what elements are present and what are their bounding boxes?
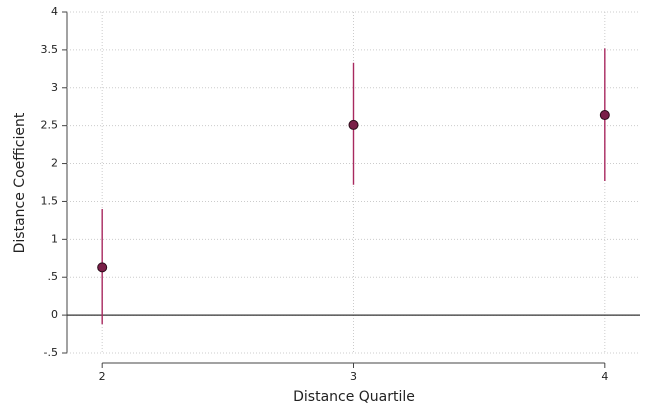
- point: [97, 262, 108, 273]
- x-axis-title: Distance Quartile: [293, 389, 415, 405]
- x-tick-label: 2: [99, 370, 106, 383]
- y-tick-label: 1.5: [41, 194, 59, 207]
- y-tick-label: 3.5: [41, 43, 59, 56]
- y-tick-label: .5: [48, 270, 59, 283]
- y-axis-title: Distance Coefficient: [12, 112, 28, 253]
- y-tick-label: 4: [51, 5, 58, 18]
- point: [348, 119, 359, 130]
- y-tick-label: 1: [51, 232, 58, 245]
- y-tick-label: 3: [51, 81, 58, 94]
- y-tick-label: -.5: [44, 346, 58, 359]
- x-tick-label: 4: [601, 370, 608, 383]
- x-tick-label: 3: [350, 370, 357, 383]
- y-tick-label: 0: [51, 308, 58, 321]
- point: [599, 110, 610, 121]
- y-tick-label: 2: [51, 157, 58, 170]
- y-tick-label: 2.5: [41, 119, 59, 132]
